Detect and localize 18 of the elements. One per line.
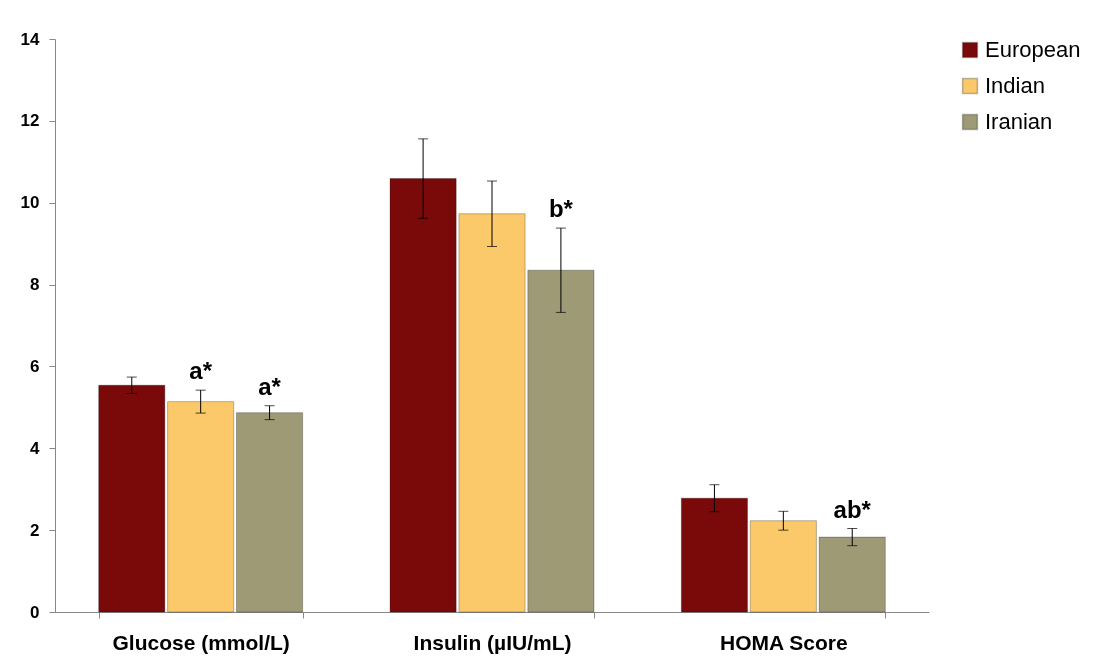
y-tick-label: 12: [20, 111, 40, 131]
annotation: b*: [548, 195, 574, 223]
x-tick-label: HOMA Score: [720, 630, 848, 654]
y-tick-label: 2: [30, 520, 40, 540]
x-tick-label: Insulin (µIU/mL): [413, 630, 572, 654]
legend-label: European: [985, 37, 1081, 62]
annotation: ab*: [833, 495, 872, 523]
y-tick-label: 10: [20, 193, 40, 213]
x-tick-label: Glucose (mmol/L): [112, 630, 290, 654]
annotation: a*: [258, 372, 282, 400]
annotation: a*: [189, 357, 213, 385]
y-tick-label: 14: [20, 29, 41, 49]
y-tick-label: 8: [30, 275, 40, 295]
y-tick-label: 0: [30, 602, 40, 622]
legend-label: Indian: [985, 73, 1045, 98]
y-tick-label: 4: [30, 438, 41, 458]
legend-label: Iranian: [985, 109, 1053, 134]
y-tick-label: 6: [30, 356, 40, 376]
